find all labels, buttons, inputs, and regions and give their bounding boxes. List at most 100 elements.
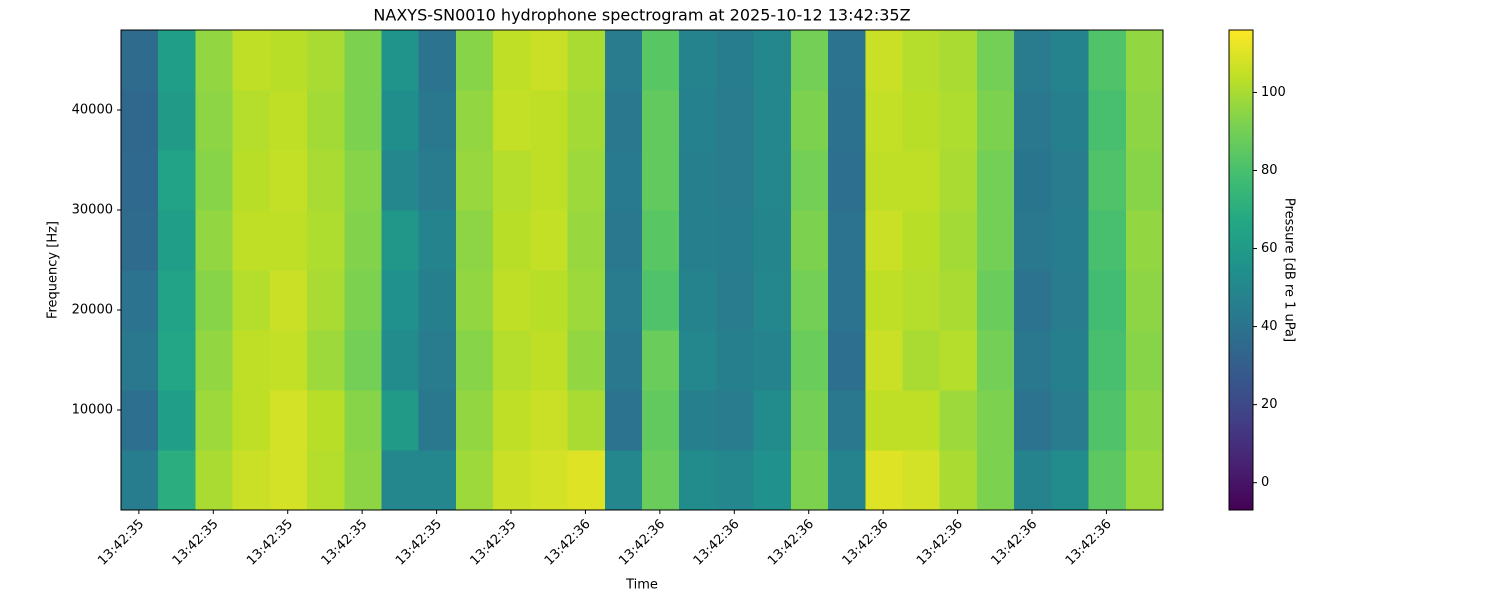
heatmap-cell [269,450,308,511]
heatmap-cell [158,150,196,211]
heatmap-cell [828,450,866,511]
heatmap-cell [976,30,1015,91]
heatmap-cell [604,330,643,391]
heatmap-cell [939,390,978,451]
heatmap-cell [567,150,606,211]
heatmap-cell [976,90,1015,151]
x-tick-label: 13:42:36 [988,517,1040,569]
heatmap-cell [790,30,829,91]
heatmap-cell [344,30,382,91]
heatmap-cell [939,90,978,151]
heatmap-cell [1125,90,1164,151]
heatmap-cell [828,30,866,91]
heatmap-cell [790,450,829,511]
heatmap-cell [976,390,1015,451]
heatmap-cell [344,90,382,151]
y-tick-label: 30000 [72,203,113,218]
heatmap-cell [195,390,234,451]
heatmap-cell [790,150,829,211]
heatmap-cell [790,270,829,331]
heatmap-cell [1051,390,1090,451]
heatmap-cell [753,90,792,151]
heatmap-cell [1014,90,1052,151]
x-tick-label: 13:42:35 [319,517,371,569]
heatmap-cell [1014,270,1052,331]
heatmap-cell [753,30,792,91]
heatmap-cell [567,210,606,271]
heatmap-cell [642,450,680,511]
heatmap-cell [158,30,196,91]
heatmap-cell [604,150,643,211]
heatmap-cell [455,30,494,91]
heatmap-cell [939,30,978,91]
heatmap-cell [158,210,196,271]
heatmap-cell [493,270,531,331]
heatmap-cell [195,90,234,151]
heatmap-cell [344,210,382,271]
heatmap-cell [567,390,606,451]
heatmap-cell [1125,210,1164,271]
plot-frame [120,29,1164,511]
heatmap-cell [121,210,159,271]
colorbar-tick-label: 40 [1261,319,1278,334]
heatmap-cell [344,390,382,451]
heatmap-cell [679,30,717,91]
heatmap-cell [418,450,457,511]
heatmap-cell [604,90,643,151]
heatmap-cell [828,210,866,271]
heatmap-cell [1088,270,1127,331]
heatmap-cell [269,30,308,91]
heatmap-cell [567,90,606,151]
heatmap-cell [642,390,680,451]
heatmap-cell [1014,30,1052,91]
heatmap-cell [753,330,792,391]
heatmap-cell [121,90,159,151]
heatmap-cell [1051,330,1090,391]
heatmap-cell [679,450,717,511]
heatmap-cell [307,390,345,451]
heatmap-cell [195,270,234,331]
heatmap-cell [939,270,978,331]
heatmap-cell [865,150,903,211]
heatmap-cell [716,210,755,271]
heatmap-cell [753,390,792,451]
heatmap-cell [455,210,494,271]
heatmap-cell [455,330,494,391]
heatmap-cell [679,270,717,331]
heatmap-cell [716,390,755,451]
heatmap-cell [418,30,457,91]
x-tick-label: 13:42:35 [393,517,445,569]
heatmap-cell [493,390,531,451]
heatmap-cell [753,150,792,211]
heatmap-cell [344,150,382,211]
heatmap-cell [344,330,382,391]
x-tick-label: 13:42:36 [914,517,966,569]
heatmap-cell [232,30,271,91]
heatmap-cell [530,270,569,331]
heatmap-cell [1125,390,1164,451]
colorbar-tick-label: 20 [1261,397,1278,412]
heatmap-cell [195,210,234,271]
heatmap-cell [1051,270,1090,331]
heatmap-cell [269,210,308,271]
heatmap-cell [493,150,531,211]
heatmap-cell [307,150,345,211]
heatmap-cell [1051,210,1090,271]
heatmap-cell [1014,210,1052,271]
heatmap-cell [753,450,792,511]
heatmap-cell [121,30,159,91]
heatmap-cell [902,450,941,511]
heatmap-cell [1088,210,1127,271]
heatmap-cell [158,450,196,511]
x-tick-label: 13:42:36 [616,517,668,569]
heatmap-cell [1125,330,1164,391]
heatmap-cell [195,30,234,91]
heatmap-cell [1051,450,1090,511]
heatmap-cell [604,390,643,451]
x-axis-label: Time [625,578,658,593]
heatmap-cell [1088,330,1127,391]
heatmap-cell [1051,150,1090,211]
heatmap-cell [642,150,680,211]
heatmap-cell [976,330,1015,391]
